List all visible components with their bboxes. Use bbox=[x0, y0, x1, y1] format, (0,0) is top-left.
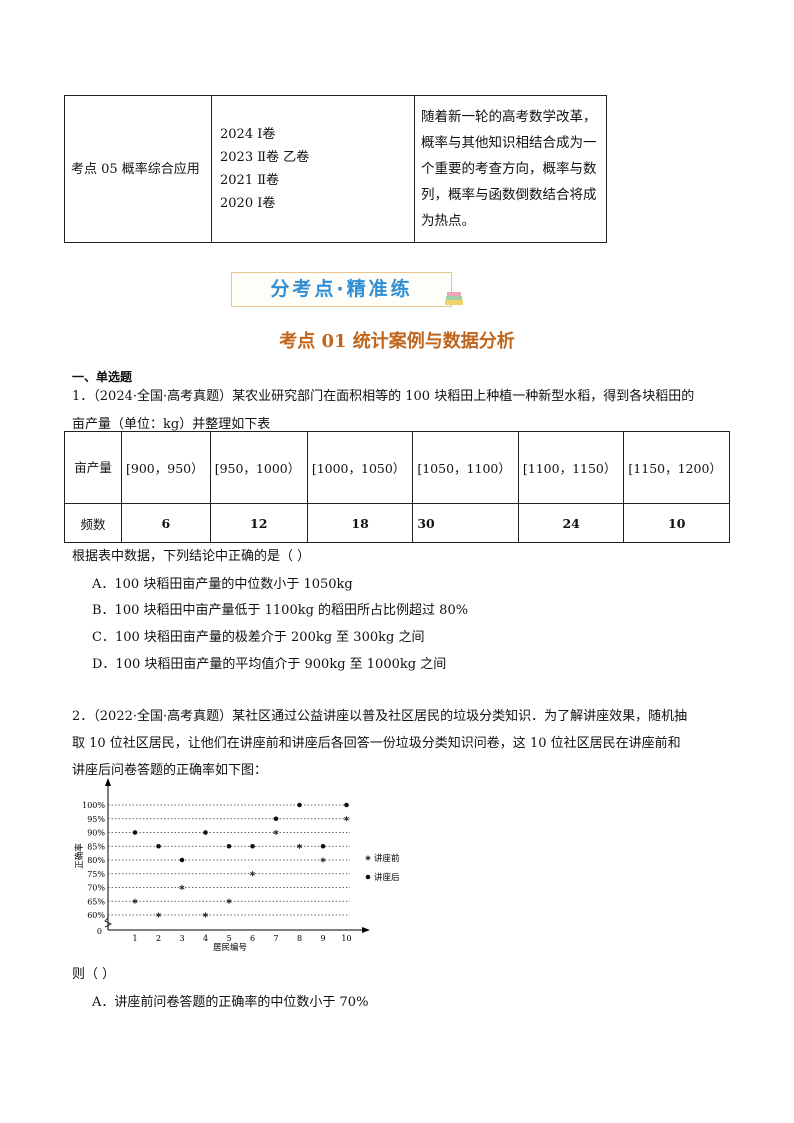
after-lecture-point bbox=[226, 843, 232, 849]
q1-option-c: C．100 块稻田亩产量的极差介于 200kg 至 300kg 之间 bbox=[92, 630, 425, 645]
count-cell: 12 bbox=[209, 503, 308, 543]
q1-option-d: D．100 块稻田亩产量的平均值介于 900kg 至 1000kg 之间 bbox=[92, 657, 447, 672]
years-cell: 2024 Ⅰ卷 2023 Ⅱ卷 乙卷 2021 Ⅱ卷 2020 Ⅰ卷 bbox=[211, 95, 415, 243]
y-tick-label: 95% bbox=[87, 815, 105, 824]
q1-stem-line1: 1．（2024·全国·高考真题）某农业研究部门在面积相等的 100 块稻田上种植… bbox=[72, 389, 695, 404]
legend-label-after: 讲座后 bbox=[374, 872, 400, 883]
row-header-count: 频数 bbox=[64, 503, 122, 543]
q2-stem-line1: 2．（2022·全国·高考真题）某社区通过公益讲座以普及社区居民的垃圾分类知识．… bbox=[72, 709, 688, 724]
after-lecture-point bbox=[203, 830, 208, 835]
before-lecture-point bbox=[250, 871, 255, 877]
exam-topic-table: 考点 05 概率综合应用 2024 Ⅰ卷 2023 Ⅱ卷 乙卷 2021 Ⅱ卷 … bbox=[64, 95, 607, 243]
before-lecture-point bbox=[320, 857, 326, 863]
q1-prompt: 根据表中数据，下列结论中正确的是（ ） bbox=[72, 549, 311, 564]
before-lecture-point bbox=[132, 898, 138, 904]
y-axis-arrow bbox=[105, 778, 111, 786]
q1-stem-line2: 亩产量（单位：kg）并整理如下表 bbox=[72, 417, 271, 432]
after-lecture-point bbox=[179, 857, 185, 863]
year-item: 2021 Ⅱ卷 bbox=[220, 173, 280, 188]
legend-label-before: 讲座前 bbox=[374, 853, 400, 864]
x-tick-label: 3 bbox=[179, 934, 184, 943]
y-tick-label: 65% bbox=[87, 897, 105, 906]
y-axis-label: 正确率 bbox=[74, 843, 85, 869]
axis-break bbox=[104, 917, 112, 928]
after-lecture-point bbox=[273, 816, 279, 822]
x-tick-label: 5 bbox=[226, 934, 231, 943]
x-axis-label: 居民编号 bbox=[213, 942, 247, 953]
y-tick-label: 60% bbox=[87, 911, 105, 920]
before-lecture-point bbox=[179, 884, 185, 891]
y-tick-label: 80% bbox=[87, 856, 105, 865]
x-tick-label: 9 bbox=[320, 934, 325, 943]
year-item: 2024 Ⅰ卷 bbox=[220, 127, 276, 142]
after-lecture-point bbox=[344, 802, 349, 808]
q2-prompt: 则（ ） bbox=[72, 967, 116, 982]
after-lecture-point bbox=[320, 843, 326, 849]
x-tick-label: 8 bbox=[297, 934, 302, 943]
q2-stem-line2: 取 10 位社区居民，让他们在讲座前和讲座后各回答一份垃圾分类知识问卷，这 10… bbox=[72, 736, 681, 751]
y-tick-label: 100% bbox=[82, 801, 105, 810]
after-lecture-point bbox=[250, 843, 255, 849]
x-tick-label: 6 bbox=[250, 934, 255, 943]
legend-dot-marker bbox=[365, 874, 371, 880]
q1-option-b: B．100 块稻田中亩产量低于 1100kg 的稻田所占比例超过 80% bbox=[92, 603, 469, 618]
y-tick-label: 70% bbox=[87, 884, 105, 893]
count-cell: 30 bbox=[412, 503, 519, 543]
y-tick-label: 90% bbox=[87, 829, 105, 838]
count-cell: 10 bbox=[623, 503, 730, 543]
y-tick-label: 85% bbox=[87, 842, 105, 851]
x-tick-label: 10 bbox=[341, 934, 351, 943]
after-lecture-point bbox=[132, 830, 138, 835]
after-lecture-point bbox=[156, 843, 161, 849]
x-tick-label: 7 bbox=[273, 934, 278, 943]
interval-cell: [1100，1150） bbox=[517, 431, 625, 504]
before-lecture-point bbox=[344, 816, 349, 822]
frequency-table: 亩产量 [900，950） [950，1000） [1000，1050） [10… bbox=[64, 431, 730, 543]
topic-cell: 考点 05 概率综合应用 bbox=[64, 95, 212, 243]
interval-cell: [900，950） bbox=[121, 431, 211, 504]
q2-option-a: A．讲座前问卷答题的正确率的中位数小于 70% bbox=[92, 995, 369, 1010]
x-axis-arrow bbox=[362, 927, 370, 933]
note-cell: 随着新一轮的高考数学改革，概率与其他知识相结合成为一个重要的考查方向，概率与数列… bbox=[414, 95, 607, 243]
section-title: 考点 01 统计案例与数据分析 bbox=[279, 331, 515, 352]
interval-cell: [1000，1050） bbox=[306, 431, 414, 504]
interval-cell: [1150，1200） bbox=[623, 431, 730, 504]
before-lecture-point bbox=[226, 898, 232, 904]
x-tick-label: 1 bbox=[132, 934, 137, 943]
count-cell: 18 bbox=[306, 503, 414, 543]
x-tick-label: 4 bbox=[203, 934, 208, 943]
year-item: 2023 Ⅱ卷 乙卷 bbox=[220, 150, 310, 165]
before-lecture-point bbox=[156, 912, 161, 918]
books-icon bbox=[445, 292, 463, 305]
after-lecture-point bbox=[297, 802, 302, 808]
year-item: 2020 Ⅰ卷 bbox=[220, 196, 276, 211]
before-lecture-point bbox=[203, 912, 208, 918]
y-tick-label: 75% bbox=[87, 870, 105, 879]
part-heading: 一、单选题 bbox=[72, 370, 133, 384]
count-cell: 24 bbox=[517, 503, 625, 543]
before-lecture-point bbox=[273, 829, 279, 836]
q1-option-a: A．100 块稻田亩产量的中位数小于 1050kg bbox=[92, 577, 353, 592]
legend-asterisk-marker bbox=[365, 855, 371, 861]
before-lecture-point bbox=[297, 843, 302, 849]
interval-cell: [950，1000） bbox=[209, 431, 308, 504]
x-tick-label: 2 bbox=[156, 934, 161, 943]
banner: 分考点·精准练 bbox=[231, 272, 452, 307]
row-header-yield: 亩产量 bbox=[64, 431, 122, 504]
q2-stem-line3: 讲座后问卷答题的正确率如下图： bbox=[72, 763, 268, 778]
y-tick-label: 0 bbox=[97, 927, 102, 936]
